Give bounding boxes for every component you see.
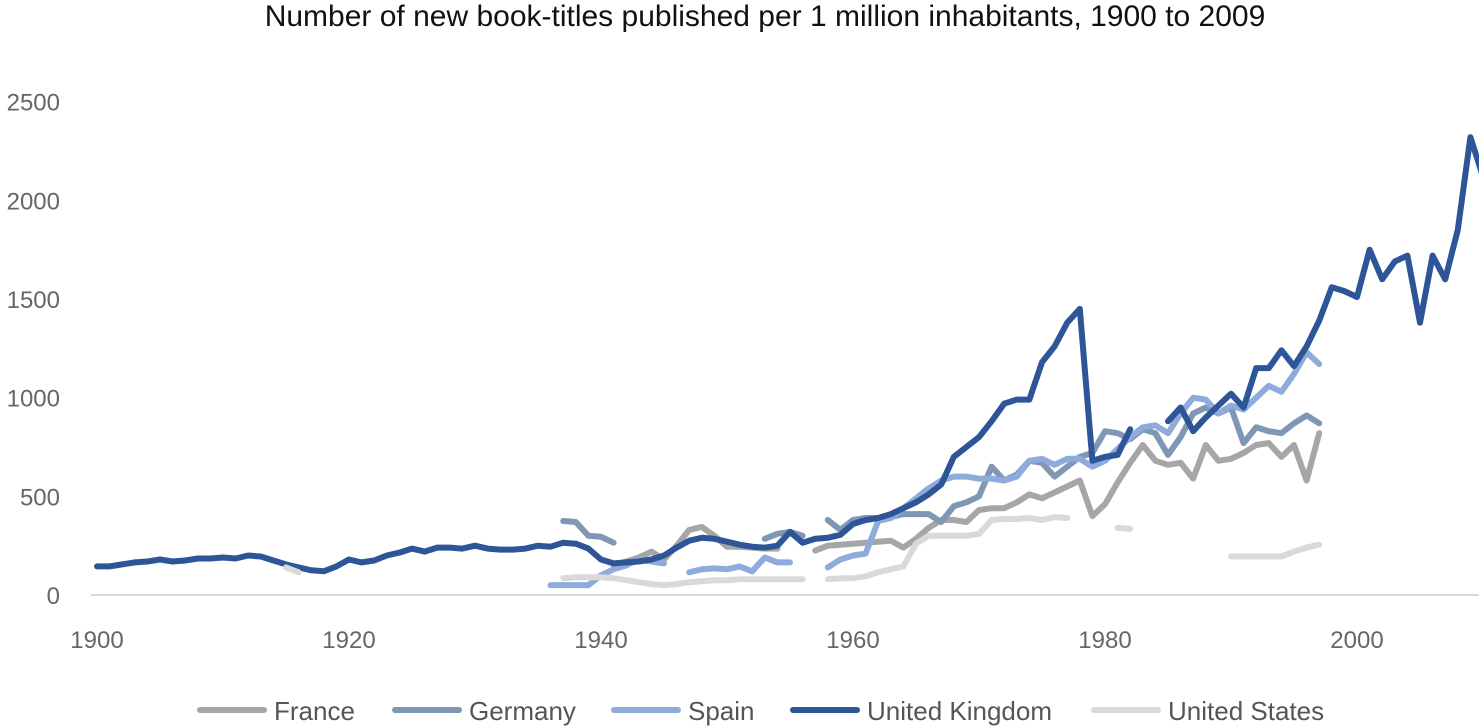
chart-title: Number of new book-titles published per …	[265, 0, 1266, 33]
series-layer	[94, 134, 1479, 589]
legend-label: United Kingdom	[867, 696, 1052, 726]
legend-item: United States	[1091, 696, 1324, 726]
y-tick-label: 1000	[7, 386, 60, 413]
legend-item: United Kingdom	[790, 696, 1052, 726]
y-tick-label: 1500	[7, 287, 60, 314]
x-tick-label: 2000	[1330, 627, 1383, 654]
series-line-segment	[1165, 134, 1479, 435]
x-tick-label: 1980	[1078, 627, 1131, 654]
series-line-segment	[1114, 524, 1134, 532]
series-line-segment	[560, 518, 617, 546]
series-united-states	[283, 514, 1323, 589]
series-line-segment	[824, 349, 1323, 571]
series-line-segment	[824, 514, 1071, 583]
x-tick-label: 1900	[70, 627, 123, 654]
series-line-segment	[812, 430, 1323, 554]
legend-label: France	[274, 696, 355, 726]
legend-label: Spain	[688, 696, 755, 726]
series-line-segment	[560, 574, 806, 589]
legend-label: United States	[1168, 696, 1324, 726]
legend: France Germany Spain United Kingdom United S…	[197, 696, 1324, 726]
legend-label: Germany	[469, 696, 576, 726]
y-tick-label: 500	[20, 484, 60, 511]
series-line-segment	[94, 305, 1134, 575]
legend-item: Spain	[611, 696, 755, 726]
legend-item: France	[197, 696, 355, 726]
y-tick-label: 2500	[7, 90, 60, 117]
y-axis: 0 500 1000 1500 2000 2500	[7, 90, 60, 610]
y-tick-label: 0	[47, 583, 60, 610]
x-tick-label: 1920	[322, 627, 375, 654]
y-tick-label: 2000	[7, 188, 60, 215]
series-line-segment	[686, 554, 793, 576]
series-united-kingdom	[94, 134, 1479, 575]
x-tick-label: 1960	[826, 627, 879, 654]
x-axis: 1900 1920 1940 1960 1980 2000	[70, 627, 1383, 654]
series-line-segment	[283, 564, 302, 576]
series-spain	[547, 349, 1323, 589]
series-line-segment	[1228, 541, 1323, 560]
x-tick-label: 1940	[574, 627, 627, 654]
series-germany	[560, 404, 1323, 546]
legend-item: Germany	[392, 696, 576, 726]
